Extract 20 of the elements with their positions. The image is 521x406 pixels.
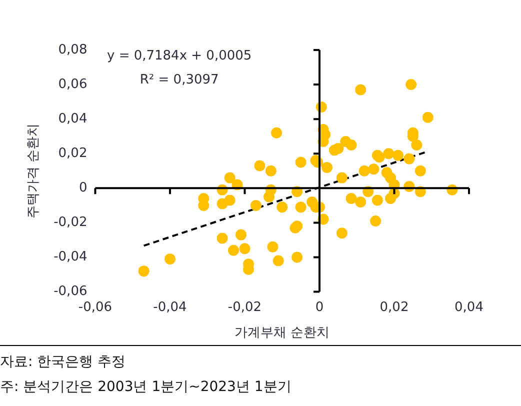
x-tick-label: -0,02 <box>228 300 262 315</box>
x-tick-label: 0 <box>315 300 324 315</box>
y-tick-label: 0,04 <box>58 111 88 126</box>
x-tick-label: 0,04 <box>454 300 484 315</box>
x-tick-label: -0,06 <box>78 300 112 315</box>
y-tick-label: -0,04 <box>54 250 88 265</box>
y-axis-title: 주택가격 순환치 <box>26 123 42 218</box>
y-tick-label: -0,06 <box>54 284 88 300</box>
annotation: y = 0,7184x + 0,0005 <box>106 48 252 64</box>
y-tick-label: -0,02 <box>54 215 88 230</box>
x-tick-label: 0,02 <box>380 300 409 315</box>
text: 주: 분석기간은 2003년 1분기~2023년 1분기 <box>0 378 292 397</box>
y-tick-label: 0,06 <box>58 76 88 92</box>
x-axis-title: 가계부채 순환치 <box>234 326 330 341</box>
x-tick-label: -0,04 <box>153 300 187 315</box>
y-tick-label: 0,08 <box>58 42 88 58</box>
text: 자료: 한국은행 추정 <box>0 353 127 372</box>
y-tick-label: 0 <box>78 180 88 196</box>
y-tick-label: 0,02 <box>58 146 88 162</box>
annotation: R² = 0,3097 <box>140 72 219 88</box>
